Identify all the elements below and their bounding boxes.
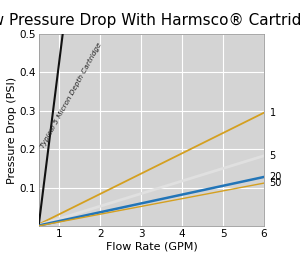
X-axis label: Flow Rate (GPM): Flow Rate (GPM) [106,242,197,252]
Text: Typical 5 Micron Depth Cartridge: Typical 5 Micron Depth Cartridge [39,42,103,149]
Y-axis label: Pressure Drop (PSI): Pressure Drop (PSI) [7,76,17,184]
Text: 1: 1 [270,108,276,118]
Text: 50: 50 [270,178,282,188]
Text: 20: 20 [270,172,282,182]
Text: 5: 5 [270,151,276,161]
Title: Low Pressure Drop With Harmsco® Cartridges: Low Pressure Drop With Harmsco® Cartridg… [0,14,300,28]
